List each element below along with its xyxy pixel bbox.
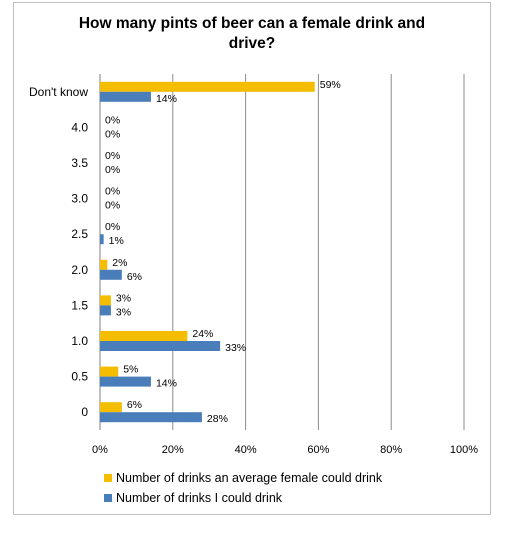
data-label-self: 0% (105, 164, 120, 176)
bar-self (100, 376, 151, 387)
gridlines (99, 74, 465, 430)
legend-label-self: Number of drinks I could drink (116, 491, 283, 505)
bar-female (100, 402, 122, 413)
category-label: Don't know (29, 85, 88, 99)
data-label-self: 28% (207, 413, 228, 425)
x-tick-label: 100% (450, 444, 478, 456)
data-label-self: 1% (109, 235, 124, 247)
category-label: 3.5 (71, 156, 88, 170)
data-label-female: 0% (105, 221, 120, 233)
data-label-female: 5% (123, 364, 138, 376)
category-label: 4.0 (71, 120, 88, 134)
data-label-female: 6% (127, 399, 142, 411)
category-label: 2.5 (71, 227, 88, 241)
data-label-female: 2% (112, 257, 127, 269)
category-label: 1.0 (71, 334, 88, 348)
legend-item-self: Number of drinks I could drink (104, 488, 382, 508)
bar-self (100, 341, 221, 351)
data-label-female: 0% (105, 186, 120, 198)
data-label-female: 59% (320, 79, 341, 91)
x-axis-ticks: 0% 20% 40% 60% 80% 100% (92, 444, 478, 456)
data-label-female: 3% (116, 292, 131, 304)
x-tick-label: 40% (235, 444, 257, 456)
data-label-self: 14% (156, 378, 177, 390)
data-label-self: 0% (105, 200, 120, 212)
legend-item-female: Number of drinks an average female could… (104, 468, 382, 488)
x-tick-label: 0% (92, 444, 108, 456)
category-label: 3.0 (71, 192, 88, 206)
data-labels: 59%14%0%0%0%0%0%0%0%1%2%6%3%3%24%33%5%14… (105, 79, 341, 425)
bar-self (100, 234, 104, 245)
x-tick-label: 80% (380, 444, 402, 456)
category-label: 1.5 (71, 298, 88, 312)
data-label-self: 6% (127, 271, 142, 283)
data-label-female: 24% (192, 328, 213, 340)
chart-title: How many pints of beer can a female drin… (78, 15, 426, 52)
data-label-female: 0% (105, 114, 120, 126)
category-label: 2.0 (71, 263, 88, 277)
category-label: 0 (81, 405, 88, 419)
x-tick-label: 20% (162, 444, 184, 456)
bar-self (100, 269, 122, 280)
data-label-self: 0% (105, 128, 120, 140)
category-label: 0.5 (71, 370, 88, 384)
category-labels: Don't know 4.0 3.5 3.0 2.5 2.0 1.5 1.0 0.5 0 (29, 85, 88, 419)
bar-self (100, 91, 151, 102)
bar-female (100, 81, 315, 92)
x-tick-label: 60% (307, 444, 329, 456)
bar-female (100, 295, 111, 306)
data-label-self: 14% (156, 93, 177, 105)
data-label-self: 3% (116, 306, 131, 318)
data-label-self: 33% (225, 342, 246, 354)
legend-swatch-self (104, 494, 112, 502)
bars (100, 81, 315, 423)
legend-swatch-female (104, 474, 112, 482)
bar-self (100, 305, 111, 316)
data-label-female: 0% (105, 150, 120, 162)
bar-female (100, 366, 119, 377)
bar-female (100, 259, 108, 270)
legend-label-female: Number of drinks an average female could… (116, 471, 383, 485)
bar-self (100, 412, 202, 423)
legend: Number of drinks an average female could… (104, 468, 382, 508)
bar-female (100, 331, 188, 341)
